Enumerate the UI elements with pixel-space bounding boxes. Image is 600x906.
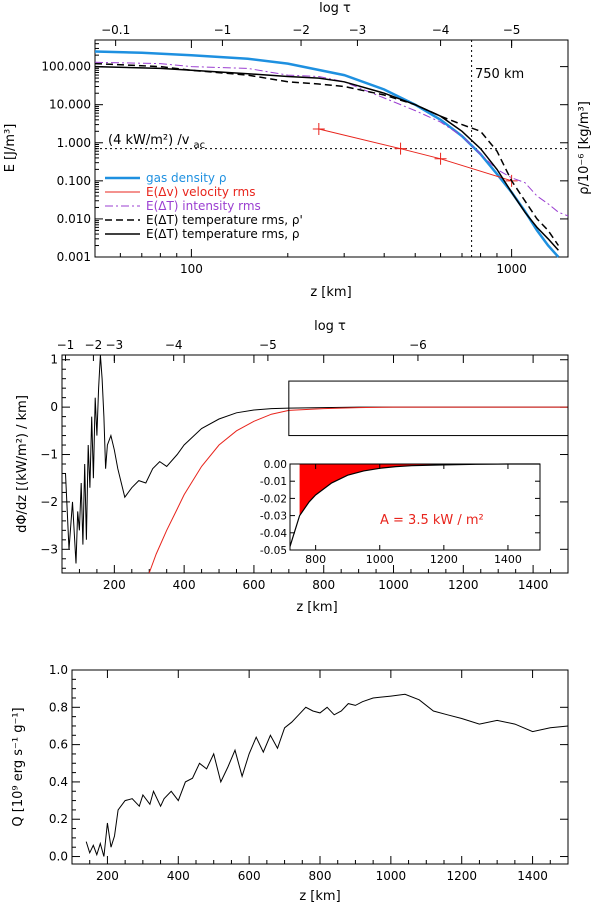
inset-x-tick-label-2: 1200 [430, 553, 458, 566]
panel-b-top-tick-label-2: −3 [105, 338, 123, 352]
panel-b-inset: 800 1000 1200 1400 0.00 -0.01 -0.02 -0.03 -0.04… [260, 459, 541, 566]
panel-b: log τ −1 −2 −3 −4 −5 −6 200 400 600 800 1000 1200 1… [15, 319, 569, 615]
panel-c-x-axis-label: z [km] [299, 889, 340, 904]
panel-b-zoom-box [288, 380, 569, 437]
legend-label-gas-density: gas density ρ [146, 171, 226, 185]
panel-a-x-tick-label-1: 1000 [496, 262, 527, 276]
panel-a-velocity-rms-marker-0 [312, 122, 325, 135]
panel-b-y-tick-label-1: 0 [50, 400, 58, 414]
panel-a-flux-annotation: (4 kW/m²) /v ac [108, 133, 205, 151]
panel-a-top-axis-label: log τ [319, 1, 351, 16]
panel-c-plot-frame [71, 669, 569, 865]
panel-c-x-tick-label-5: 1200 [446, 869, 477, 883]
panel-b-x-tick-label-0: 200 [103, 578, 126, 592]
panel-b-top-tick-label-0: −1 [57, 338, 75, 352]
inset-y-tick-label-0: 0.00 [264, 459, 287, 471]
panel-a-y-tick-label-0: 100.000 [41, 60, 91, 74]
panel-c-x-tick-label-2: 600 [238, 869, 261, 883]
panel-b-top-tick-label-4: −5 [259, 338, 277, 352]
panel-c-y-axis-label: Q [10⁹ erg s⁻¹ g⁻¹] [11, 707, 26, 826]
panel-c-x-tick-label-0: 200 [96, 869, 119, 883]
panel-b-black-curve [65, 354, 568, 564]
panel-c: 200 400 600 800 1000 1200 1400 0.0 0.2 0.4 0.6 0.8… [11, 663, 569, 904]
inset-y-tick-label-2: -0.02 [260, 493, 287, 505]
panel-b-x-tick-label-2: 600 [242, 578, 265, 592]
panel-c-x-tick-label-6: 1400 [517, 869, 548, 883]
legend-label-velocity-rms: E(Δv) velocity rms [146, 185, 255, 199]
panel-b-y-tick-label-2: −1 [40, 448, 58, 462]
inset-curve [289, 463, 540, 547]
panel-a-top-tick-label-0: −0.1 [101, 23, 130, 37]
panel-a-velocity-rms-marker-1 [394, 142, 407, 155]
panel-b-top-tick-label-1: −2 [85, 338, 103, 352]
inset-y-tick-label-3: -0.03 [260, 511, 287, 523]
panel-b-y-tick-label-3: −2 [40, 495, 58, 509]
panel-a-velocity-rms-marker-2 [434, 152, 447, 165]
legend-label-temperature-rms-rho: E(ΔT) temperature rms, ρ [146, 227, 299, 241]
panel-b-x-axis-label: z [km] [296, 600, 337, 615]
panel-c-q-curve [85, 693, 569, 857]
panel-b-x-tick-label-1: 400 [173, 578, 196, 592]
panel-b-y-tick-label-4: −3 [40, 542, 58, 556]
panel-b-red-curve [148, 406, 568, 574]
panel-a-velocity-rms-curve [318, 128, 512, 182]
flux-annotation-main: (4 kW/m²) /v [108, 133, 190, 148]
panel-a-y-tick-label-3: 0.100 [57, 174, 91, 188]
flux-annotation-sub: ac [194, 140, 206, 151]
inset-y-tick-label-4: -0.04 [260, 528, 287, 540]
panel-a-top-tick-label-4: −4 [432, 23, 450, 37]
panel-b-x-tick-label-5: 1200 [448, 578, 479, 592]
panel-a-top-tick-label-1: −1 [214, 23, 232, 37]
panel-c-x-tick-label-3: 800 [309, 869, 332, 883]
panel-a-temperature-rms-rho-curve [94, 65, 559, 251]
panel-a-top-tick-label-3: −3 [349, 23, 367, 37]
panel-b-y-tick-label-0: 1 [50, 353, 58, 367]
inset-y-tick-label-1: -0.01 [260, 476, 287, 488]
legend-label-temperature-rms-rho-prime: E(ΔT) temperature rms, ρ' [146, 213, 303, 227]
panel-a-temperature-rms-rho-prime-curve [94, 62, 560, 246]
panel-c-y-tick-label-0: 0.0 [49, 850, 68, 864]
inset-frame [289, 463, 541, 551]
panel-c-x-tick-label-1: 400 [167, 869, 190, 883]
panel-b-top-tick-label-3: −4 [165, 338, 183, 352]
inset-y-tick-label-5: -0.05 [260, 545, 287, 557]
panel-c-x-tick-label-4: 1000 [376, 869, 407, 883]
panel-a-legend: gas density ρ E(Δv) velocity rms E(ΔT) i… [105, 171, 303, 241]
panel-a-y-tick-label-2: 1.000 [57, 136, 91, 150]
inset-area-annotation: A = 3.5 kW / m² [380, 513, 484, 528]
panel-a: log τ −0.1 −1 −2 −3 −4 −5 100 1000 100.000 10.0… [3, 1, 592, 300]
inset-x-tick-label-0: 800 [305, 553, 326, 566]
panel-c-y-tick-label-1: 0.2 [49, 812, 68, 826]
panel-a-top-tick-label-2: −2 [292, 23, 310, 37]
panel-b-x-tick-label-4: 1000 [378, 578, 409, 592]
panel-b-x-tick-label-3: 800 [312, 578, 335, 592]
panel-a-y-tick-label-4: 0.010 [57, 212, 91, 226]
inset-filled-area [299, 464, 540, 516]
panel-a-x-axis-label: z [km] [310, 285, 351, 300]
inset-x-tick-label-3: 1400 [494, 553, 522, 566]
panel-b-top-tick-label-5: −6 [409, 338, 427, 352]
panel-c-y-tick-label-5: 1.0 [49, 663, 68, 677]
panel-a-height-annotation: 750 km [475, 67, 524, 82]
inset-x-tick-label-1: 1000 [366, 553, 394, 566]
panel-a-y-axis-label: E [J/m³] [3, 124, 18, 173]
panel-c-y-tick-label-3: 0.6 [49, 738, 68, 752]
legend-label-intensity-rms: E(ΔT) intensity rms [146, 199, 261, 213]
panel-a-x-tick-label-0: 100 [180, 262, 203, 276]
panel-c-y-tick-label-2: 0.4 [49, 775, 68, 789]
panel-b-y-axis-label: dΦ/dz [(kW/m²) / km] [15, 395, 30, 533]
panel-a-right-axis-label: ρ/10⁻⁶ [kg/m³] [577, 101, 592, 195]
panel-a-intensity-rms-curve [94, 61, 569, 217]
panel-a-y-tick-label-1: 10.000 [49, 98, 91, 112]
panel-b-x-tick-label-6: 1400 [518, 578, 549, 592]
panel-a-top-tick-label-5: −5 [503, 23, 521, 37]
panel-c-y-tick-label-4: 0.8 [49, 700, 68, 714]
panel-b-top-axis-label: log τ [314, 319, 346, 334]
panel-a-y-tick-label-5: 0.001 [57, 250, 91, 264]
